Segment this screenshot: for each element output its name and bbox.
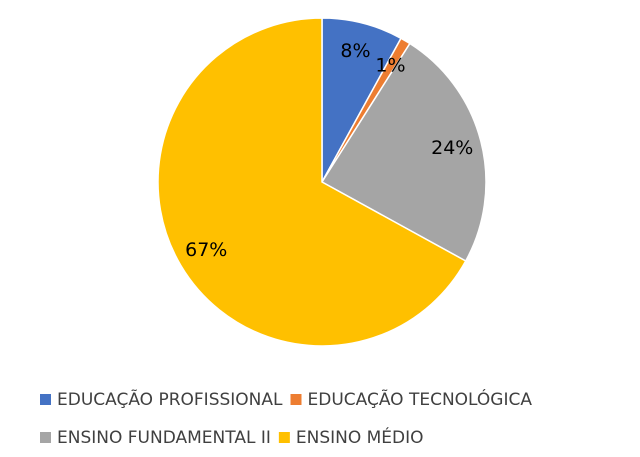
legend-swatch <box>278 432 290 443</box>
data-label: 24% <box>431 137 473 159</box>
legend-label: ENSINO MÉDIO <box>296 426 424 448</box>
legend-label: EDUCAÇÃO TECNOLÓGICA <box>308 388 533 410</box>
legend-label: EDUCAÇÃO PROFISSIONAL <box>57 388 283 410</box>
legend-swatch <box>40 394 51 405</box>
data-label: 1% <box>375 55 405 77</box>
data-label: 8% <box>340 40 370 62</box>
pie-slice <box>157 17 467 347</box>
legend-swatch <box>40 432 51 443</box>
pie-slice <box>320 42 487 263</box>
data-label: 67% <box>185 239 227 261</box>
legend-swatch <box>290 394 302 405</box>
legend-label: ENSINO FUNDAMENTAL II <box>57 428 271 448</box>
